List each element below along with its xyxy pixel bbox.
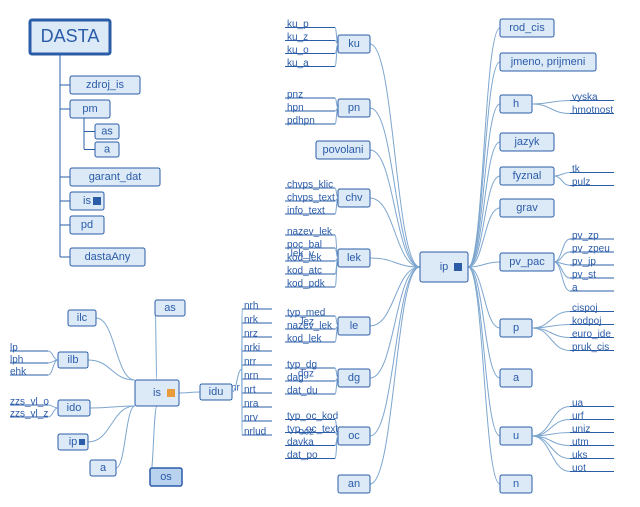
svg-text:vyska: vyska <box>572 92 598 103</box>
svg-text:uot: uot <box>572 463 586 474</box>
svg-text:zzs_vl_o: zzs_vl_o <box>10 397 49 408</box>
svg-text:ku: ku <box>348 38 360 50</box>
svg-text:hpn: hpn <box>287 103 304 114</box>
svg-text:pm: pm <box>82 103 97 115</box>
svg-text:poc_bal: poc_bal <box>287 240 322 251</box>
svg-text:zzs_vl_z: zzs_vl_z <box>10 409 48 420</box>
svg-text:zdroj_is: zdroj_is <box>86 79 124 91</box>
svg-text:ku_z: ku_z <box>287 32 308 43</box>
svg-text:pn: pn <box>348 102 360 114</box>
svg-text:ku_o: ku_o <box>287 45 309 56</box>
svg-text:pruk_cis: pruk_cis <box>572 342 609 353</box>
svg-text:idu: idu <box>209 386 224 398</box>
svg-text:typ_oc_text: typ_oc_text <box>287 424 338 435</box>
svg-text:pv_zp: pv_zp <box>572 231 599 242</box>
svg-text:le: le <box>350 320 359 332</box>
svg-text:nrk: nrk <box>244 315 259 326</box>
svg-text:utm: utm <box>572 437 589 448</box>
svg-text:nrt: nrt <box>244 385 256 396</box>
svg-text:lp: lp <box>10 343 18 354</box>
svg-text:ip: ip <box>69 436 78 448</box>
svg-text:kodpoj: kodpoj <box>572 316 601 327</box>
svg-text:nrv: nrv <box>244 413 258 424</box>
svg-text:nrh: nrh <box>244 301 258 312</box>
svg-text:typ_med: typ_med <box>287 308 325 319</box>
svg-text:dg: dg <box>348 372 360 384</box>
svg-text:os: os <box>160 471 172 483</box>
svg-text:an: an <box>348 478 360 490</box>
svg-text:urf: urf <box>572 411 584 422</box>
svg-text:hmotnost: hmotnost <box>572 105 613 116</box>
svg-text:ilb: ilb <box>67 354 78 366</box>
svg-text:nrz: nrz <box>244 329 258 340</box>
svg-text:davka: davka <box>287 437 314 448</box>
svg-text:pv_jp: pv_jp <box>572 257 596 268</box>
svg-text:chv: chv <box>345 192 363 204</box>
svg-text:typ_oc_kod: typ_oc_kod <box>287 411 338 422</box>
svg-text:oc: oc <box>348 430 360 442</box>
svg-text:kod_pdk: kod_pdk <box>287 279 326 290</box>
svg-text:lph: lph <box>10 355 23 366</box>
svg-text:dat_po: dat_po <box>287 450 318 461</box>
svg-text:a: a <box>100 462 107 474</box>
svg-text:nrr: nrr <box>244 357 257 368</box>
svg-text:h: h <box>513 98 519 110</box>
svg-text:tk: tk <box>572 164 581 175</box>
svg-text:as: as <box>101 125 113 137</box>
svg-text:lek: lek <box>347 252 362 264</box>
svg-text:ku_a: ku_a <box>287 58 309 69</box>
svg-text:ido: ido <box>67 402 82 414</box>
svg-text:cispoj: cispoj <box>572 303 598 314</box>
svg-text:as: as <box>164 302 176 314</box>
svg-text:a: a <box>572 283 578 294</box>
svg-text:p: p <box>513 322 519 334</box>
svg-text:u: u <box>513 430 519 442</box>
svg-text:fyznal: fyznal <box>513 170 542 182</box>
svg-text:pd: pd <box>81 219 93 231</box>
svg-text:povolani: povolani <box>323 144 364 156</box>
svg-text:dat_du: dat_du <box>287 386 318 397</box>
svg-text:nrn: nrn <box>244 371 258 382</box>
svg-text:jazyk: jazyk <box>513 136 540 148</box>
svg-text:info_text: info_text <box>287 206 325 217</box>
svg-text:garant_dat: garant_dat <box>89 171 142 183</box>
svg-text:nrlud: nrlud <box>244 427 266 438</box>
svg-text:euro_ide: euro_ide <box>572 329 611 340</box>
svg-text:jmeno, prijmeni: jmeno, prijmeni <box>510 56 586 68</box>
svg-text:uks: uks <box>572 450 588 461</box>
svg-text:kod_atc: kod_atc <box>287 266 322 277</box>
svg-text:pv_st: pv_st <box>572 270 596 281</box>
svg-text:typ_dg: typ_dg <box>287 360 317 371</box>
svg-text:dag: dag <box>287 373 304 384</box>
svg-text:nra: nra <box>244 399 259 410</box>
svg-text:kod_lek: kod_lek <box>287 334 322 345</box>
svg-text:uniz: uniz <box>572 424 590 435</box>
svg-text:pulz: pulz <box>572 177 590 188</box>
svg-text:pdhpn: pdhpn <box>287 116 315 127</box>
svg-text:is: is <box>83 195 91 207</box>
svg-text:chvps_text: chvps_text <box>287 193 335 204</box>
svg-text:pv_pac: pv_pac <box>509 256 545 268</box>
svg-text:ehk: ehk <box>10 367 27 378</box>
svg-text:dastaAny: dastaAny <box>85 251 131 263</box>
svg-text:chvps_klic: chvps_klic <box>287 180 333 191</box>
svg-text:pnz: pnz <box>287 90 303 101</box>
svg-text:ua: ua <box>572 398 584 409</box>
svg-text:is: is <box>153 387 161 399</box>
svg-text:nazev_lek: nazev_lek <box>287 321 333 332</box>
svg-text:ilc: ilc <box>77 312 88 324</box>
svg-text:grav: grav <box>516 202 538 214</box>
svg-text:pv_zpeu: pv_zpeu <box>572 244 610 255</box>
svg-text:nazev_lek: nazev_lek <box>287 227 333 238</box>
svg-text:DASTA: DASTA <box>41 26 100 46</box>
svg-text:ip: ip <box>440 261 449 273</box>
svg-text:a: a <box>513 372 520 384</box>
svg-text:nrki: nrki <box>244 343 260 354</box>
svg-text:kod_lek: kod_lek <box>287 253 322 264</box>
svg-text:rod_cis: rod_cis <box>509 22 545 34</box>
svg-text:ku_p: ku_p <box>287 19 309 30</box>
svg-text:a: a <box>104 143 111 155</box>
svg-text:n: n <box>513 478 519 490</box>
